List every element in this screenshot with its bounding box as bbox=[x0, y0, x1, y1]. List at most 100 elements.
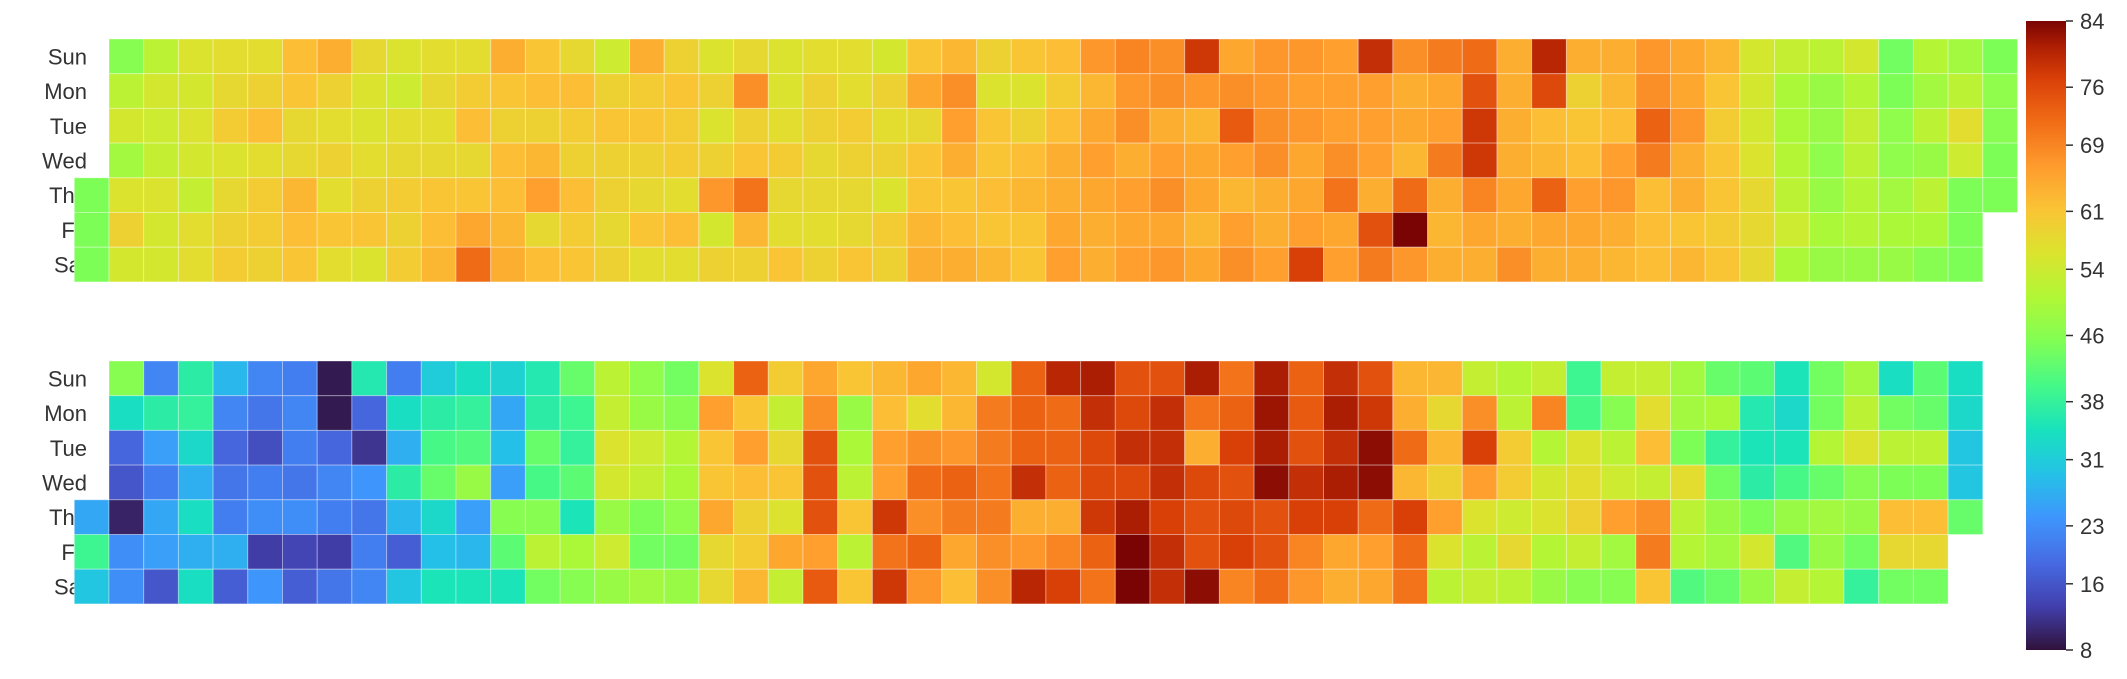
heatmap-cell bbox=[1010, 142, 1047, 179]
heatmap-cell bbox=[594, 429, 630, 466]
heatmap-cell bbox=[1739, 38, 1776, 75]
heatmap-cell bbox=[871, 429, 908, 466]
heatmap-cell bbox=[1045, 464, 1082, 501]
heatmap-cell bbox=[1704, 395, 1741, 431]
heatmap-cell bbox=[386, 499, 422, 535]
heatmap-cell bbox=[386, 212, 422, 248]
heatmap-cell bbox=[559, 142, 596, 179]
heatmap-cell bbox=[1149, 499, 1186, 535]
heatmap-cell bbox=[1080, 246, 1116, 283]
heatmap-cell bbox=[73, 246, 110, 283]
heatmap-cell bbox=[1323, 534, 1359, 570]
colorbar-tick-label: 8 bbox=[2080, 638, 2092, 663]
heatmap-cell bbox=[316, 499, 353, 535]
heatmap-cell bbox=[906, 246, 943, 283]
heatmap-cell bbox=[767, 107, 804, 144]
heatmap-cell bbox=[1878, 142, 1914, 179]
heatmap-cell bbox=[1531, 107, 1567, 144]
heatmap-cell bbox=[594, 212, 630, 248]
heatmap-cell bbox=[1496, 142, 1533, 179]
heatmap-cell bbox=[1704, 107, 1741, 144]
heatmap-cell bbox=[1253, 568, 1290, 605]
heatmap-cell bbox=[1704, 464, 1741, 501]
heatmap-cell bbox=[386, 107, 422, 144]
heatmap-cell bbox=[1600, 38, 1637, 75]
heatmap-cell bbox=[1843, 360, 1880, 397]
heatmap-cell bbox=[1531, 395, 1567, 431]
heatmap-cell bbox=[1392, 73, 1429, 109]
heatmap-cell bbox=[1531, 38, 1567, 75]
heatmap-cell bbox=[698, 142, 735, 179]
heatmap-cell bbox=[490, 464, 526, 501]
heatmap-cell bbox=[1114, 395, 1151, 431]
heatmap-cell bbox=[1808, 429, 1845, 466]
heatmap-cell bbox=[698, 464, 735, 501]
heatmap-cell bbox=[1114, 212, 1151, 248]
heatmap-cell bbox=[247, 107, 284, 144]
heatmap-cell bbox=[941, 38, 977, 75]
heatmap-cell bbox=[1843, 177, 1880, 214]
heatmap-cell bbox=[143, 38, 179, 75]
heatmap-cell bbox=[1010, 246, 1047, 283]
heatmap-cell bbox=[906, 534, 943, 570]
heatmap-cell bbox=[1774, 568, 1810, 605]
heatmap-cell bbox=[1774, 142, 1810, 179]
heatmap-cell bbox=[1565, 246, 1602, 283]
heatmap-cell bbox=[1045, 212, 1082, 248]
heatmap-cell bbox=[1427, 464, 1463, 501]
heatmap-cell bbox=[455, 73, 492, 109]
colorbar-tick-label: 76 bbox=[2080, 75, 2104, 100]
heatmap-cell bbox=[871, 360, 908, 397]
heatmap-cell bbox=[1357, 142, 1394, 179]
heatmap-cell bbox=[1461, 499, 1498, 535]
heatmap-cell bbox=[1288, 360, 1325, 397]
heatmap-cell bbox=[802, 38, 839, 75]
heatmap-cell bbox=[490, 177, 526, 214]
heatmap-cell bbox=[351, 212, 388, 248]
heatmap-cell bbox=[629, 568, 665, 605]
heatmap-cell bbox=[316, 429, 353, 466]
heatmap-cell bbox=[1565, 568, 1602, 605]
heatmap-cell bbox=[212, 534, 249, 570]
heatmap-cell bbox=[1392, 107, 1429, 144]
colorbar-tick-label: 16 bbox=[2080, 572, 2104, 597]
heatmap-cell bbox=[1982, 142, 2019, 179]
heatmap-cell bbox=[629, 499, 665, 535]
heatmap-cell bbox=[282, 534, 318, 570]
heatmap-cell bbox=[1114, 360, 1151, 397]
heatmap-cell bbox=[351, 534, 388, 570]
heatmap-cell bbox=[1010, 499, 1047, 535]
heatmap-cell bbox=[1670, 395, 1706, 431]
heatmap-cell bbox=[1531, 429, 1567, 466]
heatmap-cell bbox=[1843, 395, 1880, 431]
heatmap-cell bbox=[941, 360, 977, 397]
heatmap-cell bbox=[1531, 464, 1567, 501]
heatmap-cell bbox=[1565, 212, 1602, 248]
heatmap-cell bbox=[1808, 73, 1845, 109]
heatmap-cell bbox=[1218, 499, 1255, 535]
heatmap-cell bbox=[1045, 534, 1082, 570]
heatmap-cell bbox=[906, 212, 943, 248]
heatmap-cell bbox=[906, 395, 943, 431]
heatmap-cell bbox=[1149, 212, 1186, 248]
heatmap-cell bbox=[559, 464, 596, 501]
heatmap-cell bbox=[282, 499, 318, 535]
heatmap-cell bbox=[1843, 212, 1880, 248]
day-label-sun: Sun bbox=[48, 366, 87, 391]
heatmap-cell bbox=[976, 38, 1012, 75]
heatmap-cell bbox=[351, 464, 388, 501]
heatmap-cell bbox=[663, 142, 700, 179]
heatmap-cell bbox=[1531, 360, 1567, 397]
heatmap-cell bbox=[1288, 568, 1325, 605]
heatmap-cell bbox=[1427, 107, 1463, 144]
heatmap-cell bbox=[1427, 534, 1463, 570]
heatmap-cell bbox=[316, 38, 353, 75]
heatmap-cell bbox=[1635, 395, 1672, 431]
heatmap-cell bbox=[733, 142, 769, 179]
heatmap-cell bbox=[802, 568, 839, 605]
heatmap-cell bbox=[1496, 568, 1533, 605]
heatmap-cell bbox=[1253, 73, 1290, 109]
heatmap-cell bbox=[698, 212, 735, 248]
heatmap-cell bbox=[386, 142, 422, 179]
